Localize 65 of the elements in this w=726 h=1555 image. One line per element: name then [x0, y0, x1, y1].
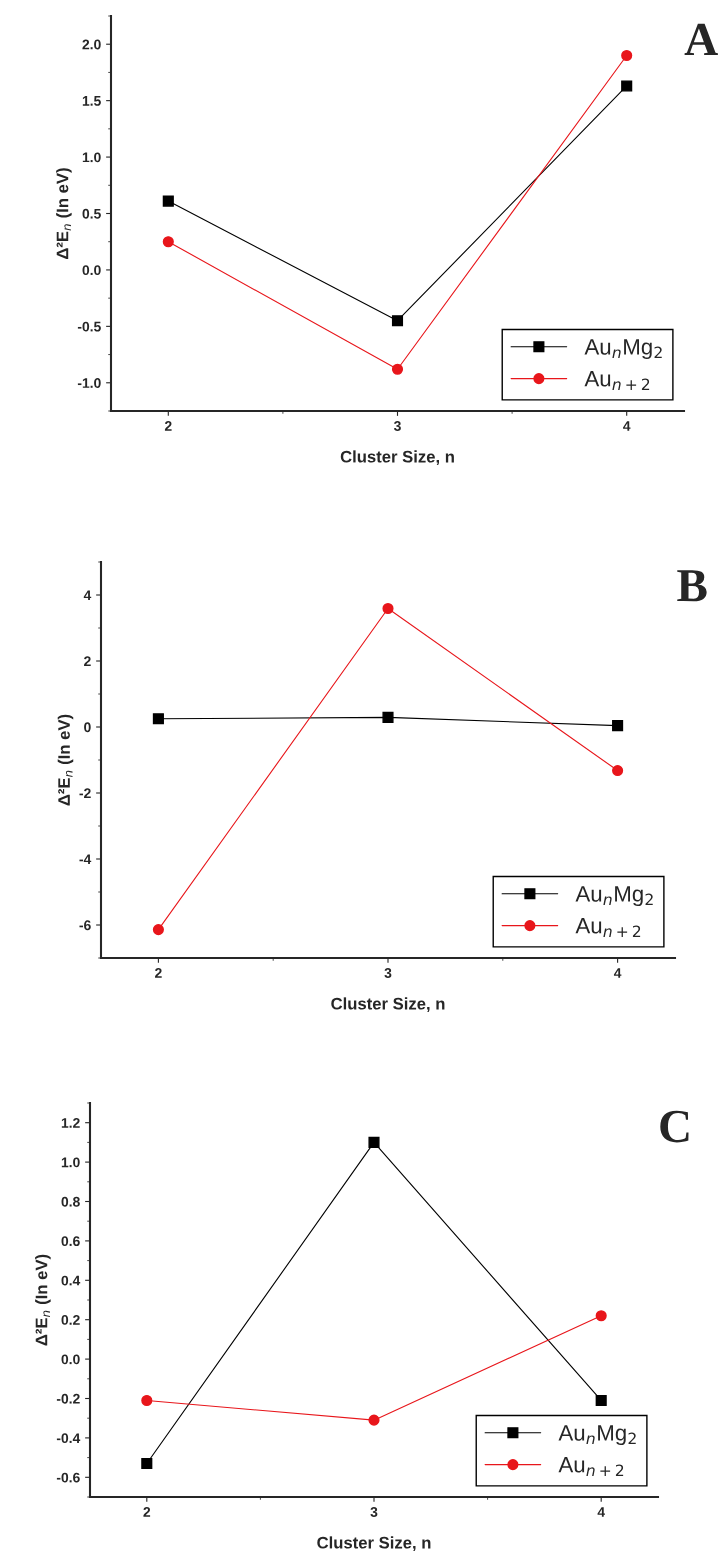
x-axis-title: Cluster Size, n [340, 450, 454, 465]
y-tick-label: 0.4 [61, 1275, 81, 1286]
y-tick-label: -0.2 [56, 1393, 80, 1404]
y-tick-label: -0.6 [56, 1472, 80, 1483]
y-tick-label: -1.0 [77, 378, 101, 388]
x-tick-label: 3 [370, 1507, 378, 1517]
point [621, 49, 633, 62]
legend-label: Au$_{n}$Mg$_{2}$ [575, 886, 653, 907]
point [162, 195, 174, 207]
y-tick-label: 1.2 [61, 1118, 80, 1128]
point [141, 1394, 153, 1407]
y-tick-label: 1.0 [61, 1157, 80, 1168]
x-tick-label: 2 [143, 1507, 151, 1517]
x-tick-label: 4 [597, 1507, 605, 1517]
y-tick-label: 0.6 [61, 1236, 80, 1247]
y-tick-label: 2 [84, 656, 91, 667]
point [141, 1457, 153, 1470]
point [368, 1414, 380, 1426]
y-tick-label: 0.8 [61, 1196, 80, 1207]
chart-title: A [684, 23, 718, 56]
point [612, 720, 624, 732]
y-tick-label: 2.0 [82, 39, 101, 50]
y-tick-label: 0.5 [82, 208, 101, 219]
y-tick-label: -2 [79, 788, 91, 799]
legend-label: Au$_{n+2}$ [558, 1457, 624, 1476]
y-tick-label: 0.0 [82, 265, 101, 276]
point [382, 711, 394, 723]
point [368, 1136, 380, 1148]
legend-label: Au$_{n}$Mg$_{2}$ [558, 1425, 636, 1446]
legend-label: Au$_{n}$Mg$_{2}$ [584, 339, 662, 360]
y-axis-title: Δ²E$_{n}$ (In eV) [35, 1254, 51, 1346]
point [621, 80, 633, 92]
x-axis-title: Cluster Size, n [331, 997, 445, 1012]
point [152, 924, 164, 936]
x-tick-label: 3 [393, 421, 401, 431]
x-tick-label: 2 [155, 968, 162, 978]
point [152, 713, 164, 725]
point [612, 765, 624, 777]
y-tick-label: -0.5 [77, 321, 101, 332]
point [595, 1394, 607, 1407]
chart-title: C [660, 1110, 689, 1143]
legend-label: Au$_{n+2}$ [584, 371, 650, 390]
x-axis-title: Cluster Size, n [317, 1536, 431, 1551]
y-tick-label: -0.4 [56, 1433, 81, 1444]
point [391, 315, 404, 327]
y-tick-label: 0.2 [61, 1315, 80, 1325]
x-tick-label: 4 [623, 421, 631, 431]
legend-label: Au$_{n+2}$ [575, 918, 641, 937]
point [595, 1310, 607, 1322]
x-tick-label: 2 [164, 421, 172, 431]
y-tick-label: 0 [84, 722, 91, 733]
point [391, 363, 404, 375]
y-tick-label: 4 [83, 590, 92, 601]
y-tick-label: 1.0 [82, 152, 101, 163]
y-tick-label: 1.5 [82, 96, 101, 106]
y-tick-label: -6 [79, 920, 91, 931]
chart-title: B [677, 570, 707, 602]
y-axis-title: Δ²E$_{n}$ (In eV) [56, 168, 72, 259]
point [382, 602, 394, 615]
y-tick-label: 0.0 [61, 1354, 80, 1365]
y-axis-title: Δ²E$_{n}$ (In eV) [57, 714, 74, 806]
x-tick-label: 4 [613, 968, 622, 978]
point [162, 236, 174, 248]
x-tick-label: 3 [384, 968, 392, 978]
y-tick-label: -4 [79, 854, 92, 865]
